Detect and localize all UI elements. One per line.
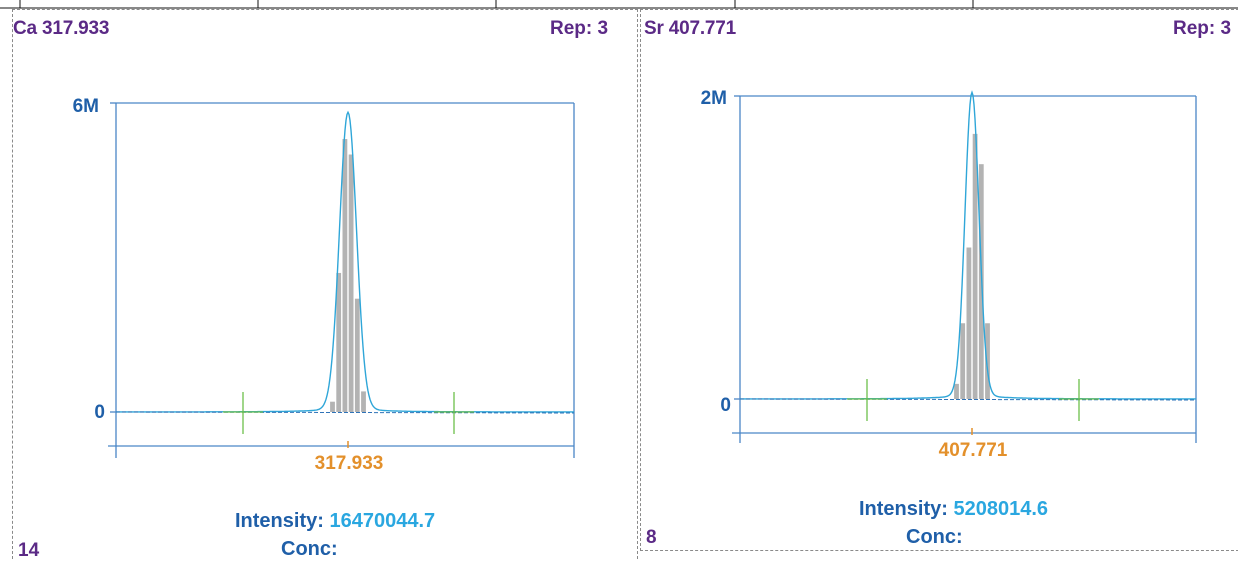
baseline	[115, 411, 575, 414]
ca-spectrum-panel: Ca 317.933 Rep: 3 6M 0 317.933 Intensity…	[12, 9, 638, 561]
ca-spectrum-plot	[108, 102, 575, 458]
intensity-label: Intensity:	[235, 510, 324, 532]
intensity-value: 16470044.7	[329, 510, 436, 532]
panel-number: 14	[18, 540, 40, 561]
sr-spectrum-plot	[732, 90, 1197, 443]
intensity-bar	[960, 323, 966, 399]
intensity-bar	[954, 383, 959, 399]
panel-number: 8	[646, 527, 657, 548]
y-tick-zero: 0	[720, 395, 731, 416]
x-center-label: 317.933	[314, 453, 384, 474]
y-tick-top: 2M	[700, 88, 727, 109]
intensity-value: 5208014.6	[953, 498, 1049, 520]
rep-label: Rep: 3	[1173, 18, 1232, 39]
intensity-bar	[972, 133, 978, 399]
intensity-bar	[342, 139, 348, 413]
intensity-bar	[354, 298, 360, 412]
intensity-bar	[966, 247, 972, 399]
intensity-bar	[348, 154, 354, 412]
intensity-readout: Intensity: 5208014.6	[859, 498, 1048, 521]
spectrum-line	[116, 110, 574, 413]
intensity-readout: Intensity: 16470044.7	[235, 510, 435, 533]
conc-label: Conc:	[281, 538, 338, 560]
rep-label: Rep: 3	[550, 18, 609, 39]
y-tick-top: 6M	[72, 96, 99, 117]
conc-label: Conc:	[906, 526, 963, 548]
intensity-bar	[330, 401, 335, 412]
top-table-strip	[0, 0, 1238, 9]
intensity-bar	[361, 391, 366, 412]
baseline	[739, 398, 1197, 401]
panel-title: Sr 407.771	[644, 18, 737, 39]
intensity-label: Intensity:	[859, 498, 948, 520]
intensity-bar	[336, 272, 342, 412]
intensity-bar	[985, 323, 990, 399]
x-center-label: 407.771	[938, 440, 1008, 461]
sr-spectrum-panel: Sr 407.771 Rep: 3 2M 0 407.771 Intensity…	[640, 9, 1238, 551]
panel-title: Ca 317.933	[13, 18, 110, 39]
y-tick-zero: 0	[94, 402, 105, 423]
